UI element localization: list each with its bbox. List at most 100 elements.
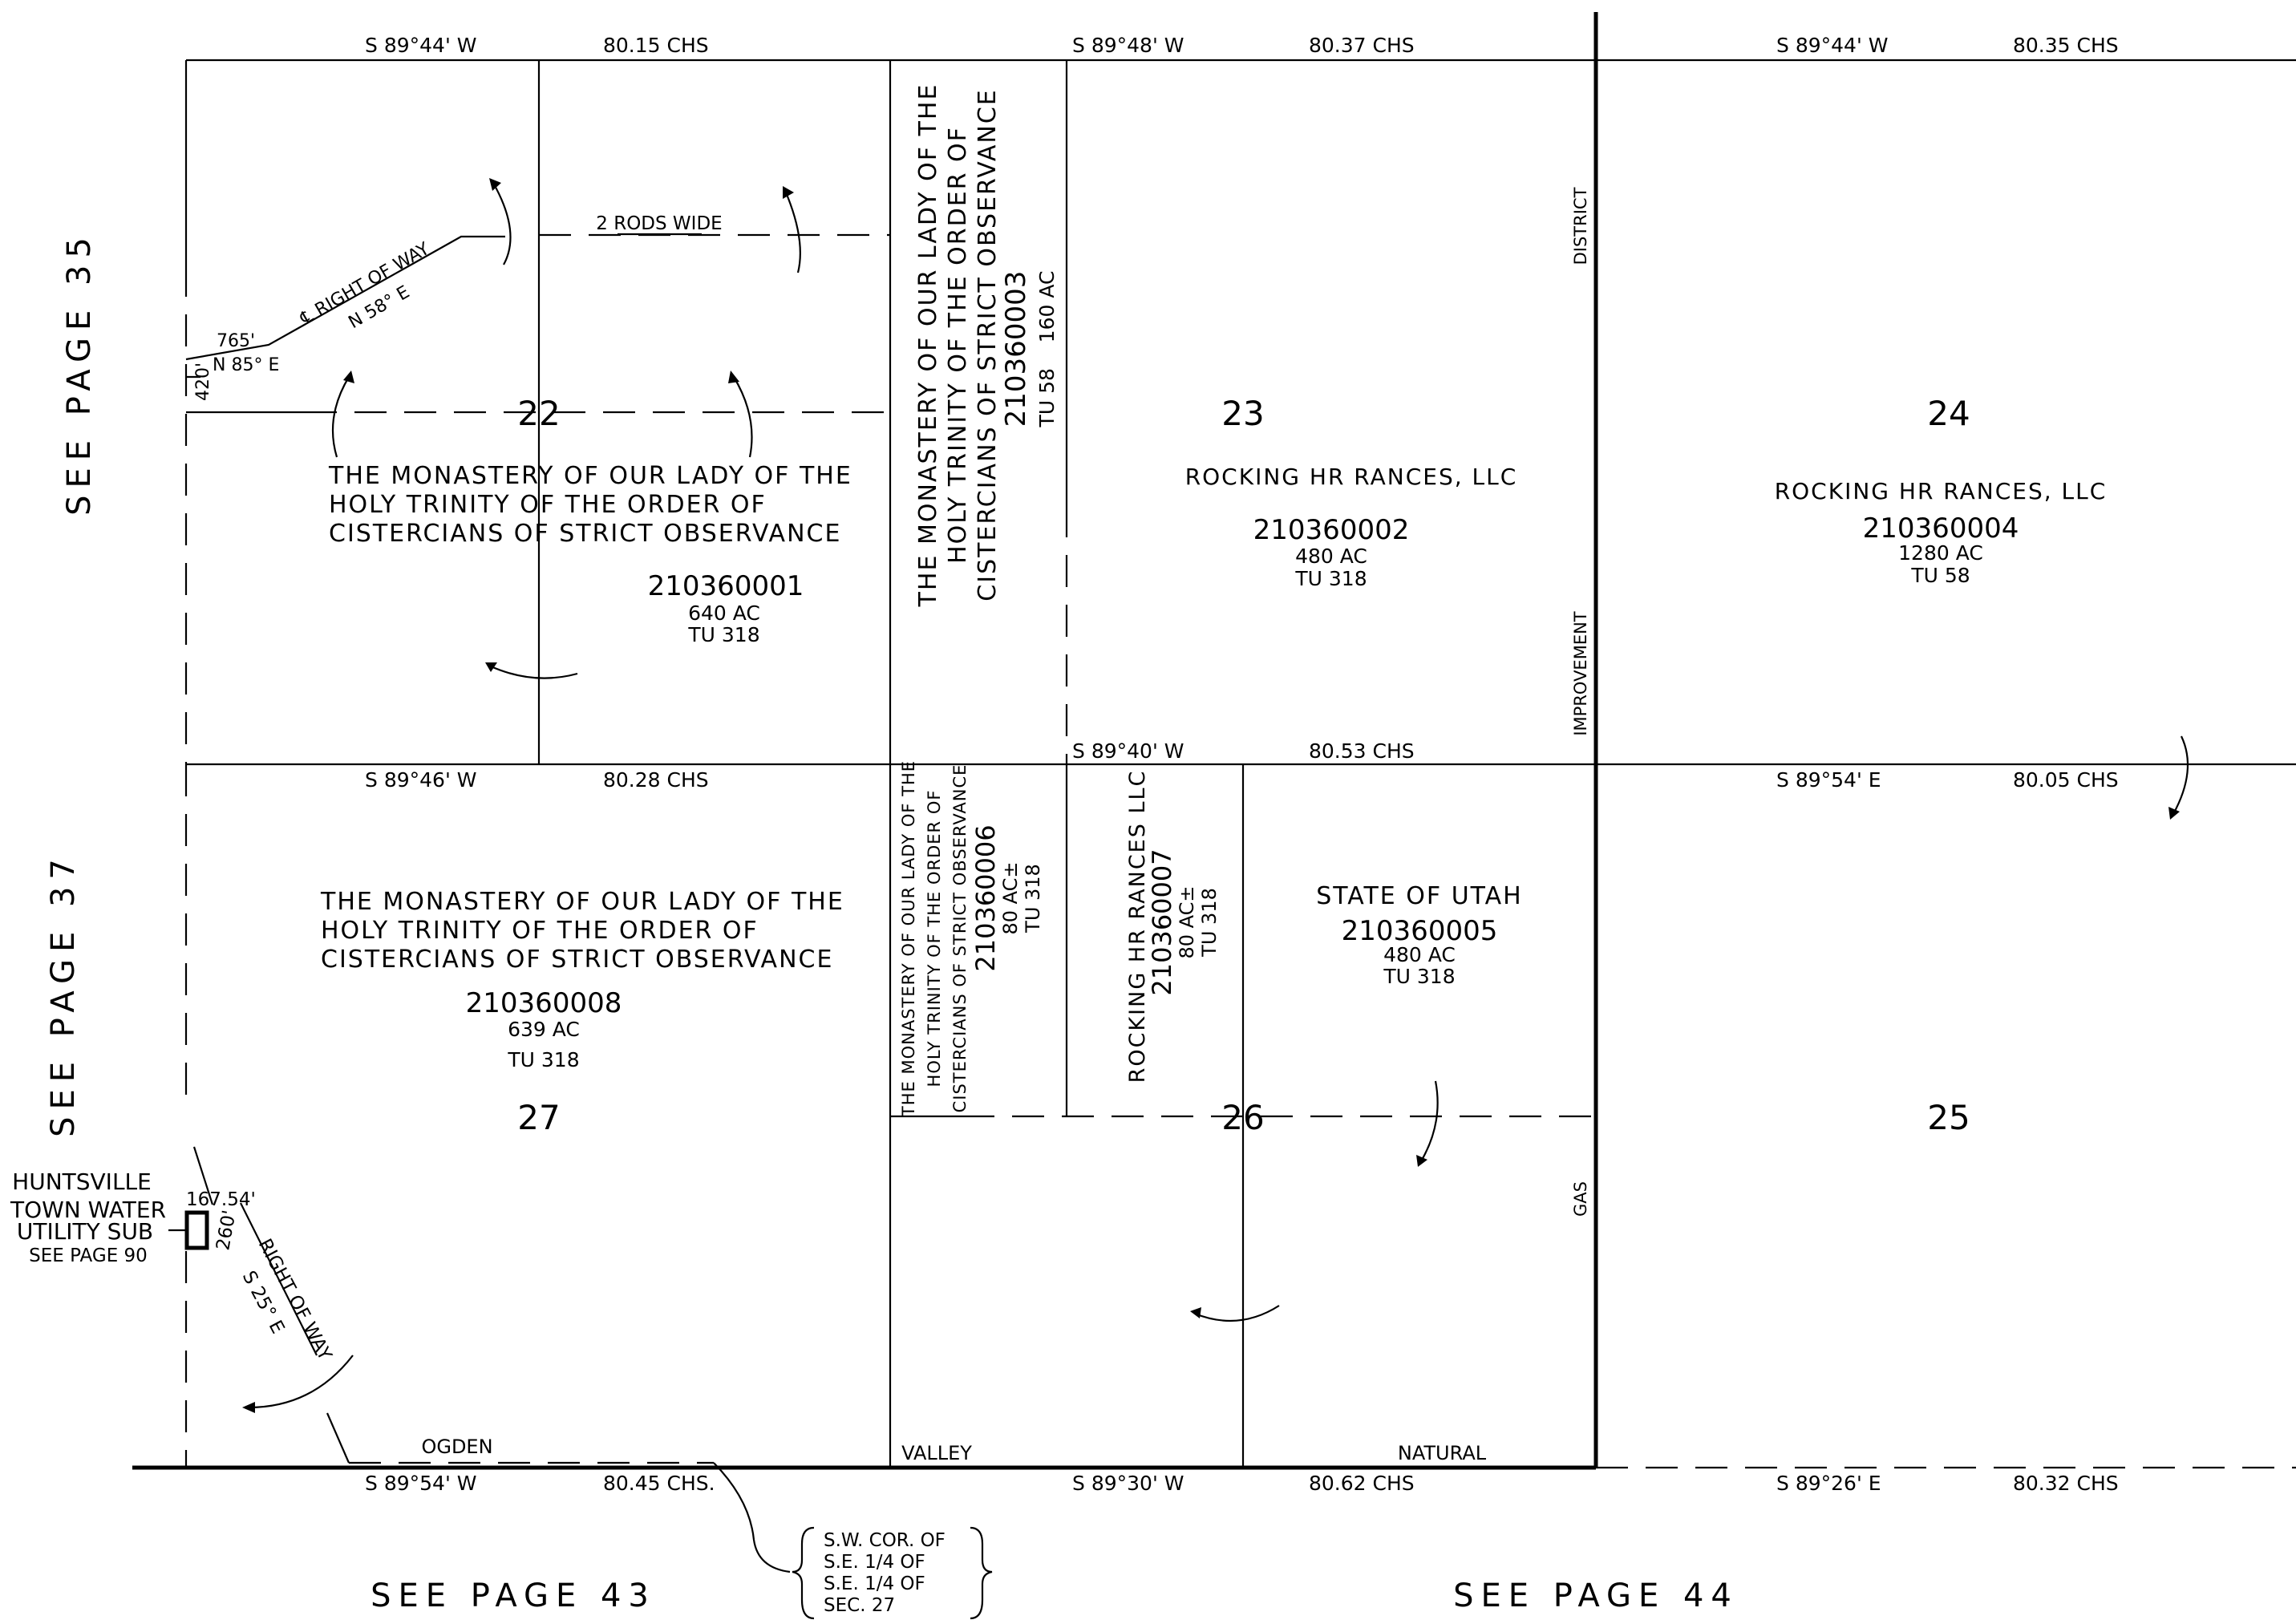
row-centerline-top <box>185 235 505 361</box>
sw-corner-leader <box>713 1462 791 1573</box>
parcel-owner: ROCKING HR RANCES, LLC <box>1775 478 2108 504</box>
huntsville-label-line2: TOWN WATER <box>10 1197 166 1223</box>
arc-arrow-9-head <box>242 1402 255 1413</box>
distance-top-b: 80.37 CHS <box>1309 34 1415 57</box>
two-rods-wide-label: 2 RODS WIDE <box>596 213 722 234</box>
huntsville-label-line1: HUNTSVILLE <box>12 1168 152 1195</box>
parcel-area: 80 AC± <box>1176 885 1198 958</box>
see-page-44-label[interactable]: SEE PAGE 44 <box>1453 1577 1739 1614</box>
arc-arrow-5-head <box>485 662 497 672</box>
parcel-210360001[interactable]: THE MONASTERY OF OUR LADY OF THE HOLY TR… <box>328 462 852 646</box>
parcel-area: 1280 AC <box>1898 541 1983 565</box>
arc-arrow-2 <box>784 192 801 273</box>
section-24-number[interactable]: 24 <box>1927 394 1970 433</box>
huntsville-see-page-90: SEE PAGE 90 <box>29 1245 148 1266</box>
parcel-area: 480 AC <box>1383 943 1456 966</box>
section-22-number[interactable]: 22 <box>517 394 560 433</box>
arc-arrow-4 <box>733 376 753 458</box>
bearing-mid-c: S 89°54' E <box>1776 768 1881 792</box>
parcel-210360005[interactable]: STATE OF UTAH 210360005 480 AC TU 318 <box>1316 882 1523 988</box>
parcel-210360008[interactable]: THE MONASTERY OF OUR LADY OF THE HOLY TR… <box>320 888 844 1071</box>
ogden-label: OGDEN <box>421 1436 492 1458</box>
bearing-top-c: S 89°44' W <box>1776 34 1888 57</box>
parcel-owner-line2: HOLY TRINITY OF THE ORDER OF <box>925 790 944 1087</box>
section-25-number[interactable]: 25 <box>1927 1098 1970 1137</box>
parcel-owner-line1: THE MONASTERY OF OUR LADY OF THE <box>899 760 918 1117</box>
parcel-area: 640 AC <box>688 601 760 625</box>
distance-top-c: 80.35 CHS <box>2013 34 2119 57</box>
parcel-owner: ROCKING HR RANCES, LLC <box>1185 464 1518 490</box>
huntsville-label-line3: UTILITY SUB <box>17 1218 153 1245</box>
distance-bot-a: 80.45 CHS. <box>603 1472 715 1495</box>
see-page-35-label[interactable]: SEE PAGE 35 <box>61 230 98 516</box>
parcel-area: 80 AC± <box>999 861 1022 934</box>
parcel-owner-line3: CISTERCIANS OF STRICT OBSERVANCE <box>329 520 841 548</box>
sw-corner-line3: S.E. 1/4 OF <box>824 1573 925 1594</box>
row-bottom-leader <box>240 1202 318 1356</box>
parcel-owner-line3: CISTERCIANS OF STRICT OBSERVANCE <box>321 946 833 974</box>
arc-arrow-1 <box>492 182 512 265</box>
section-23-number[interactable]: 23 <box>1221 394 1264 433</box>
corner-note-right-brace <box>970 1526 993 1620</box>
arc-arrow-7-head <box>1416 1155 1427 1167</box>
natural-label: NATURAL <box>1398 1442 1487 1464</box>
arc-arrow-6 <box>2172 735 2189 815</box>
distance-420: 420' <box>193 362 213 401</box>
see-page-37-label[interactable]: SEE PAGE 37 <box>45 852 82 1137</box>
sw-corner-line1: S.W. COR. OF <box>824 1530 946 1551</box>
parcel-tax-unit: TU 318 <box>1198 888 1221 958</box>
section-27-number[interactable]: 27 <box>517 1098 560 1137</box>
arc-arrow-8-head <box>1190 1307 1201 1318</box>
district-label: DISTRICT <box>1571 187 1590 265</box>
parcel-owner-line2: HOLY TRINITY OF THE ORDER OF <box>944 126 972 564</box>
parcel-owner: STATE OF UTAH <box>1316 882 1523 910</box>
parcel-owner-line2: HOLY TRINITY OF THE ORDER OF <box>329 491 767 519</box>
parcel-area: 639 AC <box>508 1018 580 1041</box>
valley-label: VALLEY <box>901 1442 972 1464</box>
section-lines <box>132 12 2296 1470</box>
parcel-owner-line1: THE MONASTERY OF OUR LADY OF THE <box>320 888 844 916</box>
parcel-210360004[interactable]: ROCKING HR RANCES, LLC 210360004 1280 AC… <box>1775 478 2108 587</box>
parcel-tax-unit: TU 318 <box>1022 864 1044 933</box>
distance-top-a: 80.15 CHS <box>603 34 709 57</box>
parcel-210360003[interactable]: THE MONASTERY OF OUR LADY OF THE HOLY TR… <box>914 83 1059 608</box>
sw-corner-line2: S.E. 1/4 OF <box>824 1552 925 1573</box>
distance-mid-c: 80.05 CHS <box>2013 768 2119 792</box>
section-26-number[interactable]: 26 <box>1221 1098 1264 1137</box>
parcel-area: 480 AC <box>1295 545 1367 568</box>
arc-arrow-2-head <box>783 186 794 199</box>
bearing-n85e: N 85° E <box>213 355 279 375</box>
parcel-owner-line2: HOLY TRINITY OF THE ORDER OF <box>321 917 759 945</box>
parcel-owner-line1: THE MONASTERY OF OUR LADY OF THE <box>328 462 852 490</box>
parcel-id: 210360003 <box>1000 271 1032 427</box>
distance-bot-c: 80.32 CHS <box>2013 1472 2119 1495</box>
right-of-way-lines <box>168 235 791 1573</box>
distance-167-54: 167.54' <box>186 1189 256 1210</box>
direction-arcs <box>242 178 2189 1620</box>
parcel-210360006[interactable]: THE MONASTERY OF OUR LADY OF THE HOLY TR… <box>899 760 1044 1117</box>
parcel-owner-line3: CISTERCIANS OF STRICT OBSERVANCE <box>950 764 970 1113</box>
parcel-id: 210360002 <box>1253 514 1410 546</box>
gas-label: GAS <box>1571 1181 1590 1217</box>
arc-arrow-6-head <box>2168 807 2180 820</box>
distance-bot-b: 80.62 CHS <box>1309 1472 1415 1495</box>
sw-corner-line4: SEC. 27 <box>824 1595 895 1616</box>
bearing-bot-b: S 89°30' W <box>1072 1472 1184 1495</box>
parcel-210360002[interactable]: ROCKING HR RANCES, LLC 210360002 480 AC … <box>1185 464 1518 590</box>
arc-arrow-8 <box>1194 1305 1280 1322</box>
see-page-43-label[interactable]: SEE PAGE 43 <box>371 1577 656 1614</box>
distance-mid-a: 80.28 CHS <box>603 768 709 792</box>
parcel-210360007[interactable]: ROCKING HR RANCES LLC 210360007 80 AC± T… <box>1125 770 1221 1083</box>
arc-arrow-7 <box>1420 1080 1439 1162</box>
parcel-id: 210360005 <box>1342 915 1498 947</box>
arc-arrow-3-head <box>343 371 354 383</box>
bearing-mid-b: S 89°40' W <box>1072 739 1184 763</box>
arc-arrow-5 <box>488 664 578 679</box>
parcel-owner-line1: THE MONASTERY OF OUR LADY OF THE <box>914 83 942 608</box>
distance-765: 765' <box>217 331 255 351</box>
bearing-top-b: S 89°48' W <box>1072 34 1184 57</box>
parcel-id: 210360004 <box>1863 512 2019 545</box>
parcel-tax-unit: TU 58 <box>1910 564 1970 587</box>
improvement-label: IMPROVEMENT <box>1571 611 1590 735</box>
